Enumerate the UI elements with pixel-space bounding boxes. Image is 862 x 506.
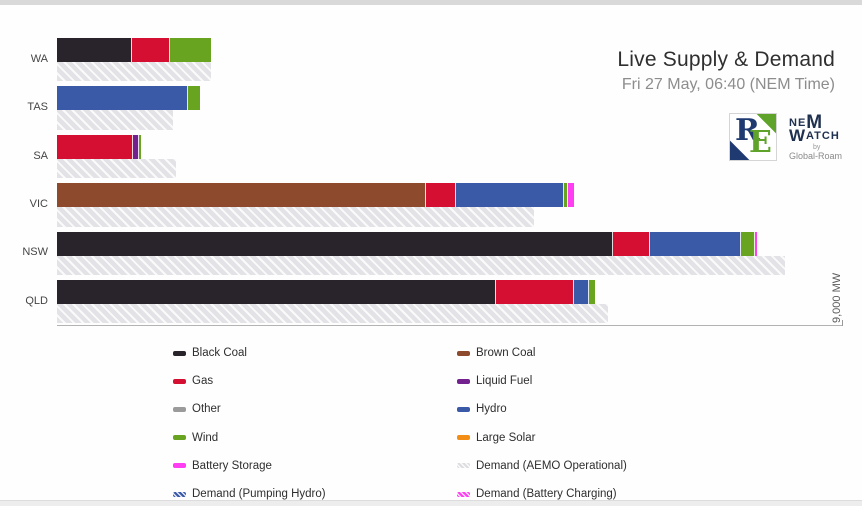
legend-swatch — [173, 406, 186, 412]
demand-bar-tas[interactable] — [57, 110, 174, 130]
nemwatch-logo[interactable]: NE M W ATCH by Global-Roam — [789, 112, 859, 161]
supply-bar-sa — [57, 134, 142, 159]
legend-label: Gas — [192, 375, 214, 388]
legend-item-liquid-fuel: Liquid Fuel — [457, 375, 757, 387]
segment-gas-qld[interactable] — [496, 280, 575, 304]
segment-wind-tas[interactable] — [188, 86, 201, 111]
segment-gas-wa[interactable] — [131, 38, 171, 62]
demand-bar-sa[interactable] — [57, 158, 177, 179]
segment-brown-coal-vic[interactable] — [57, 183, 427, 208]
state-label-nsw: NSW — [22, 246, 48, 259]
legend-label: Brown Coal — [476, 347, 536, 360]
segment-wind-qld[interactable] — [589, 280, 595, 304]
segment-wind-vic[interactable] — [563, 183, 568, 208]
legend-item-other: Other — [173, 403, 457, 415]
legend-swatch — [173, 350, 186, 356]
legend-swatch — [457, 406, 470, 412]
demand-bar-nsw[interactable] — [57, 255, 786, 275]
segment-gas-nsw[interactable] — [613, 231, 650, 256]
segment-black-coal-wa[interactable] — [57, 38, 132, 62]
legend-label: Other — [192, 403, 221, 416]
segment-battery-storage-vic[interactable] — [567, 183, 575, 208]
legend-swatch — [457, 463, 470, 469]
legend-swatch — [173, 435, 186, 441]
segment-hydro-vic[interactable] — [456, 183, 564, 208]
legend-item-demand-pumping-hydro: Demand (Pumping Hydro) — [173, 488, 457, 500]
supply-demand-chart: WA TAS SA VIC NSW QLD — [22, 38, 786, 324]
segment-liquid-fuel-sa[interactable] — [133, 134, 139, 159]
legend-label: Large Solar — [476, 431, 536, 444]
legend-item-gas: Gas — [173, 375, 457, 387]
supply-bar-vic — [57, 183, 575, 208]
segment-wind-wa[interactable] — [170, 38, 212, 62]
legend-swatch — [457, 435, 470, 441]
legend-swatch — [173, 378, 186, 384]
demand-bar-vic[interactable] — [57, 207, 534, 227]
re-logo-letter-r: R — [735, 113, 760, 148]
nemwatch-by-label: by — [813, 144, 821, 151]
legend-label: Liquid Fuel — [476, 375, 533, 388]
legend-label: Black Coal — [192, 347, 247, 360]
supply-bar-tas — [57, 86, 201, 111]
state-label-qld: QLD — [25, 294, 48, 307]
legend-item-black-coal: Black Coal — [173, 347, 457, 359]
legend-item-battery-storage: Battery Storage — [173, 460, 457, 472]
chart-title: Live Supply & Demand — [617, 48, 835, 71]
legend-item-demand-battery-charging: Demand (Battery Charging) — [457, 488, 757, 500]
legend-label: Wind — [192, 431, 219, 444]
legend-label: Battery Storage — [192, 459, 272, 472]
legend-label: Demand (Pumping Hydro) — [192, 488, 326, 501]
legend-item-wind: Wind — [173, 432, 457, 444]
segment-gas-vic[interactable] — [426, 183, 457, 208]
segment-hydro-nsw[interactable] — [649, 231, 741, 256]
legend-label: Hydro — [476, 403, 507, 416]
nemwatch-company-label: Global-Roam — [789, 151, 843, 161]
segment-wind-nsw[interactable] — [740, 231, 755, 256]
legend-label: Demand (AEMO Operational) — [476, 459, 627, 472]
legend-swatch — [457, 378, 470, 384]
legend-label: Demand (Battery Charging) — [476, 488, 617, 501]
supply-bar-wa — [57, 38, 212, 62]
legend-item-hydro: Hydro — [457, 403, 757, 415]
segment-battery-storage-nsw[interactable] — [754, 231, 757, 256]
segment-black-coal-nsw[interactable] — [57, 231, 614, 256]
demand-bar-wa[interactable] — [57, 62, 211, 82]
top-strip — [0, 0, 862, 5]
nemwatch-wordmark-watch: W ATCH — [789, 126, 859, 145]
segment-wind-sa[interactable] — [138, 134, 142, 159]
bottom-strip — [0, 500, 862, 506]
state-label-tas: TAS — [27, 101, 48, 114]
legend-item-demand-aemo-operational: Demand (AEMO Operational) — [457, 460, 757, 472]
x-axis-max-label: 9,000 MW — [831, 272, 843, 323]
reneweconomy-logo[interactable]: R E — [729, 113, 777, 161]
supply-bar-nsw — [57, 231, 757, 256]
legend-item-brown-coal: Brown Coal — [457, 347, 757, 359]
state-label-wa: WA — [30, 52, 48, 65]
nemwatch-w: W — [789, 126, 807, 145]
chart-legend: Black Coal Brown Coal Gas Liquid Fuel Other H… — [173, 339, 757, 506]
nemwatch-ne: NE — [789, 117, 807, 129]
chart-subtitle: Fri 27 May, 06:40 (NEM Time) — [621, 76, 835, 93]
demand-bar-qld[interactable] — [57, 304, 609, 324]
nemwatch-m: M — [806, 112, 824, 133]
legend-swatch — [457, 350, 470, 356]
segment-hydro-tas[interactable] — [57, 86, 188, 111]
state-label-sa: SA — [33, 149, 48, 162]
legend-swatch — [173, 491, 186, 497]
legend-item-large-solar: Large Solar — [457, 432, 757, 444]
legend-swatch — [457, 491, 470, 497]
x-axis-max-tick — [842, 320, 843, 326]
segment-hydro-qld[interactable] — [574, 280, 590, 304]
nemwatch-atch: ATCH — [806, 130, 840, 142]
segment-gas-sa[interactable] — [57, 134, 134, 159]
nemwatch-wordmark-nem: NE M — [789, 112, 859, 133]
x-axis-line — [57, 325, 843, 326]
re-logo-letter-e: E — [749, 125, 772, 160]
legend-swatch — [173, 463, 186, 469]
supply-bar-qld — [57, 280, 595, 304]
segment-black-coal-qld[interactable] — [57, 280, 497, 304]
state-label-vic: VIC — [29, 197, 48, 210]
chart-header: Live Supply & Demand Fri 27 May, 06:40 (… — [617, 48, 835, 94]
